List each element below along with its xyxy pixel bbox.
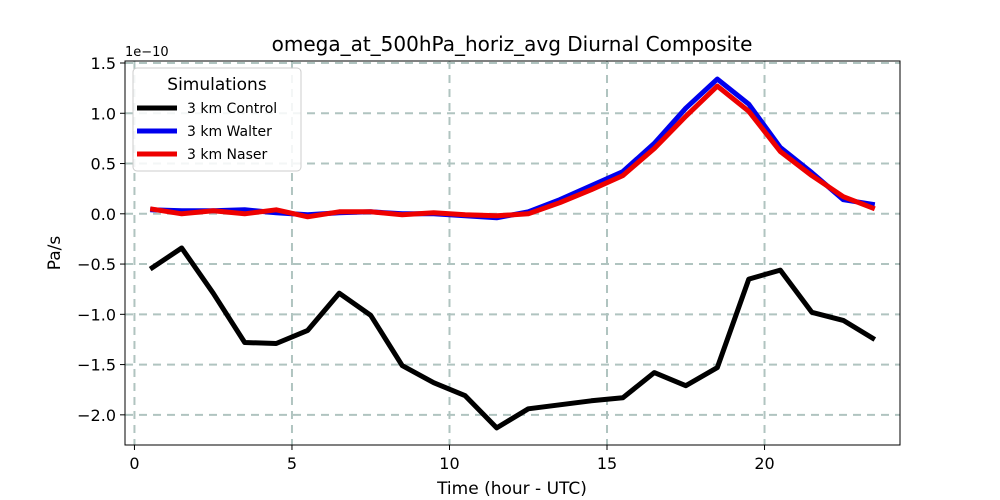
chart-title: omega_at_500hPa_horiz_avg Diurnal Compos…	[272, 32, 753, 56]
y-tick-label: −0.5	[77, 255, 116, 274]
y-tick-label: 0.0	[91, 205, 116, 224]
y-tick-label: 1.0	[91, 104, 116, 123]
x-tick-label: 15	[597, 454, 617, 473]
legend-label-3-km-control: 3 km Control	[187, 101, 277, 117]
y-tick-label: −1.0	[77, 305, 116, 324]
axis-ticks: 0 5 10 15 20 1.5 1.0 0.5 0.0 −0.5 −1.0 −1.5 −2.0	[77, 54, 775, 473]
y-offset-label: 1e−10	[125, 45, 169, 60]
y-tick-label: 1.5	[91, 54, 116, 73]
legend-label-3-km-naser: 3 km Naser	[187, 147, 268, 163]
legend-title: Simulations	[167, 75, 267, 95]
series-line-3-km-naser	[149, 83, 876, 220]
y-tick-label: −1.5	[77, 356, 116, 375]
series-lines	[148, 76, 877, 431]
plot-frame	[124, 60, 901, 446]
legend: Simulations 3 km Control 3 km Walter 3 km …	[132, 67, 302, 172]
legend-label-3-km-walter: 3 km Walter	[187, 124, 272, 140]
x-tick-label: 10	[439, 454, 459, 473]
y-axis-label: Pa/s	[45, 236, 65, 271]
x-axis-label: Time (hour - UTC)	[436, 479, 587, 499]
x-tick-label: 20	[754, 454, 774, 473]
x-tick-label: 5	[287, 454, 297, 473]
series-line-3-km-control	[148, 245, 877, 431]
y-tick-label: −2.0	[77, 406, 116, 425]
x-tick-label: 0	[129, 454, 139, 473]
y-tick-label: 0.5	[91, 155, 116, 174]
legend-box	[132, 67, 302, 172]
